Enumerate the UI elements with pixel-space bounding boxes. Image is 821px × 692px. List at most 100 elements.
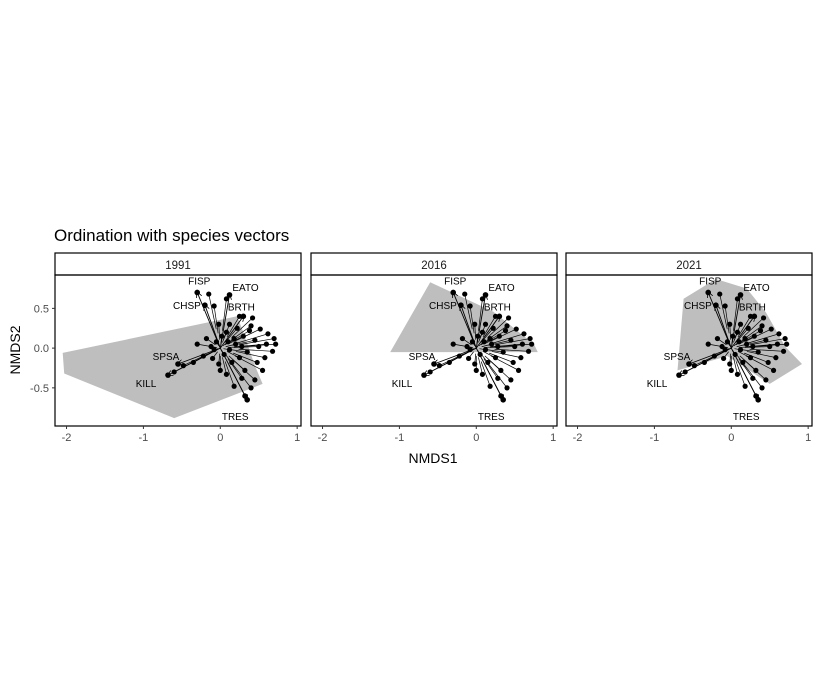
facet-plot-area xyxy=(676,279,802,403)
x-tick-label: -2 xyxy=(62,432,72,444)
species-vector-tres xyxy=(730,347,758,400)
site-point xyxy=(473,367,479,373)
species-label-chsp: CHSP xyxy=(173,301,201,312)
site-vector xyxy=(724,305,730,334)
site-point xyxy=(505,315,512,321)
site-point xyxy=(770,367,777,373)
x-axis-title: NMDS1 xyxy=(408,450,457,466)
site-point xyxy=(464,343,470,350)
species-vector-tres xyxy=(475,347,503,400)
species-point-spsa xyxy=(175,361,181,367)
site-vector xyxy=(483,358,499,379)
site-point xyxy=(495,343,501,350)
site-vector xyxy=(230,361,252,389)
site-point xyxy=(269,348,276,354)
site-point xyxy=(223,329,230,335)
site-vector xyxy=(222,298,227,331)
site-point xyxy=(525,348,532,354)
site-point xyxy=(750,343,756,350)
site-point xyxy=(730,333,736,339)
site-point xyxy=(504,385,510,391)
species-point-brth xyxy=(240,313,247,320)
site-point xyxy=(234,325,240,331)
site-point xyxy=(515,367,522,373)
species-point-kill xyxy=(165,372,171,378)
site-point xyxy=(521,331,527,337)
site-vector xyxy=(747,333,780,344)
site-point xyxy=(502,328,509,334)
site-vector xyxy=(490,328,517,342)
site-vector xyxy=(485,349,504,353)
species-point-eato xyxy=(737,292,744,298)
facet-panel-1991: 1991 FISP EATO CHSP BRTH SPSA KILL TRES -2 -1 0 1 -0… xyxy=(30,252,302,444)
site-point xyxy=(273,341,279,347)
x-tick-label: -1 xyxy=(650,432,660,444)
site-point xyxy=(211,303,217,309)
site-point xyxy=(482,347,489,353)
site-point xyxy=(753,367,759,373)
species-point-fisp xyxy=(194,289,201,296)
site-point xyxy=(467,303,473,309)
site-point xyxy=(485,359,491,366)
species-label-chsp: CHSP xyxy=(684,301,712,312)
site-vector xyxy=(492,333,525,344)
species-label-eato: EATO xyxy=(743,283,770,294)
site-point xyxy=(759,323,765,329)
facet-panel-2021: 2021 FISP EATO CHSP BRTH SPSA KILL TRES -2 -1 0 1 xyxy=(565,252,813,444)
site-vector xyxy=(480,361,491,387)
species-point-spsa xyxy=(686,361,692,367)
species-vector-chsp xyxy=(461,305,477,349)
site-point xyxy=(734,371,741,377)
site-point xyxy=(472,321,478,327)
species-point-spsa xyxy=(431,361,437,367)
site-vector xyxy=(464,294,473,330)
site-vector xyxy=(228,355,246,371)
facet-plot-area xyxy=(62,289,279,419)
site-vector xyxy=(733,357,738,375)
site-point xyxy=(780,348,787,354)
species-label-tres: TRES xyxy=(222,412,249,423)
site-point xyxy=(219,333,225,339)
species-label-chsp: CHSP xyxy=(429,301,457,312)
site-point xyxy=(479,329,486,335)
site-vector xyxy=(227,358,243,379)
site-point xyxy=(254,359,260,366)
site-vector xyxy=(487,317,509,338)
site-point xyxy=(774,341,781,347)
site-vector xyxy=(225,328,238,342)
species-vector-eato xyxy=(219,295,229,349)
x-tick-label: 1 xyxy=(294,432,300,444)
species-label-brth: BRTH xyxy=(228,302,255,313)
species-point-eato xyxy=(226,292,233,298)
site-vector xyxy=(743,339,766,346)
site-point xyxy=(529,341,535,347)
site-vector xyxy=(719,294,728,330)
site-vector xyxy=(489,352,514,363)
site-vector xyxy=(745,328,772,342)
site-point xyxy=(508,337,514,343)
site-point xyxy=(744,341,750,347)
species-point-chsp xyxy=(202,302,208,309)
facet-strip-label: 2021 xyxy=(676,260,702,272)
species-label-eato: EATO xyxy=(488,283,515,294)
site-vector xyxy=(208,294,217,330)
species-point-tres xyxy=(755,396,761,403)
facet-panel-border xyxy=(565,274,813,427)
site-vector xyxy=(231,317,253,338)
site-point xyxy=(208,343,214,350)
y-axis-title: NMDS2 xyxy=(7,325,23,374)
species-label-spsa: SPSA xyxy=(664,352,691,363)
site-point xyxy=(248,385,254,391)
species-point-eato xyxy=(482,292,489,298)
site-point xyxy=(226,347,233,353)
site-point xyxy=(727,321,733,327)
site-vector xyxy=(469,305,475,334)
site-vector xyxy=(740,349,759,353)
site-point xyxy=(513,326,519,332)
site-point xyxy=(500,349,506,355)
site-vector xyxy=(739,355,757,371)
site-point xyxy=(763,377,769,383)
site-vector xyxy=(737,316,751,338)
species-point-fisp xyxy=(450,289,457,296)
